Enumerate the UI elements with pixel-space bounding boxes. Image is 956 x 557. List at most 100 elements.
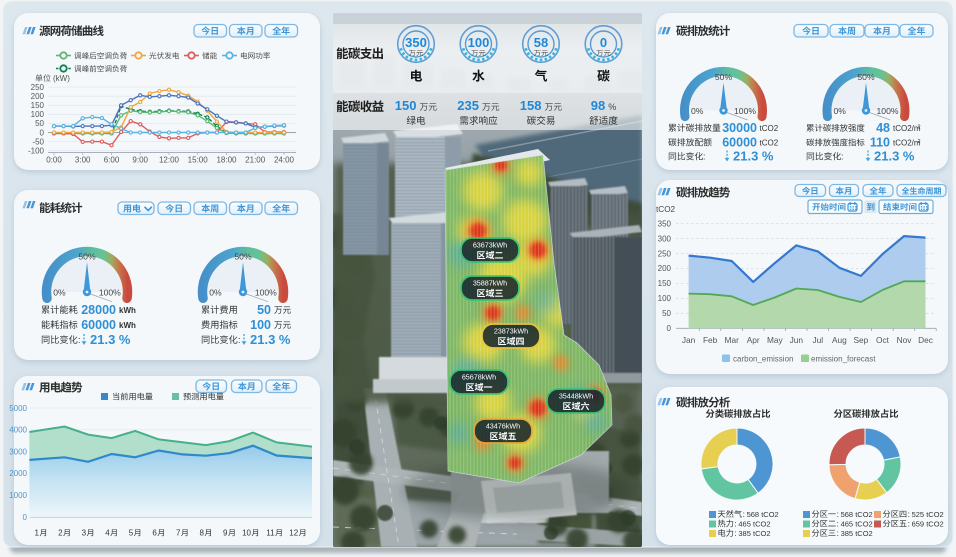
svg-text:tCO2: tCO2 [760,124,779,133]
svg-text:5000: 5000 [9,404,27,413]
svg-text:150: 150 [658,279,672,288]
svg-text::: : [743,510,745,519]
svg-text:11: 11 [266,529,275,538]
svg-text:1000: 1000 [9,491,27,500]
svg-text:Dec: Dec [918,335,933,345]
svg-text:0%: 0% [53,288,66,298]
svg-text:6: 6 [152,529,157,538]
svg-text:-50: -50 [32,137,44,146]
svg-text:58: 58 [534,35,548,50]
svg-text:Aug: Aug [832,335,847,345]
svg-text:250: 250 [658,249,672,258]
svg-text:60000: 60000 [722,136,757,150]
svg-text:9:00: 9:00 [132,156,148,165]
svg-text:3000: 3000 [9,447,27,456]
svg-text:150: 150 [395,98,417,113]
svg-text:100: 100 [468,35,490,50]
svg-text:300: 300 [658,234,672,243]
svg-text:-100: -100 [28,147,45,156]
svg-text:465 tCO2: 465 tCO2 [738,520,770,529]
svg-text:0%: 0% [834,106,847,116]
svg-text:0: 0 [23,513,28,522]
svg-text:100%: 100% [877,106,899,116]
svg-text:3: 3 [82,529,87,538]
svg-text:0%: 0% [691,106,704,116]
svg-text:50: 50 [662,309,671,318]
svg-text:63673kWh: 63673kWh [473,241,507,250]
svg-text::: : [703,152,705,162]
svg-text::: : [837,510,839,519]
svg-text:35448kWh: 35448kWh [559,392,593,401]
svg-text:9: 9 [223,529,228,538]
svg-text:385 tCO2: 385 tCO2 [738,529,770,538]
svg-text:43476kWh: 43476kWh [486,422,520,431]
svg-text:30000: 30000 [722,121,757,135]
svg-text:568 tCO2: 568 tCO2 [841,510,873,519]
svg-text:100%: 100% [734,106,756,116]
svg-text:350: 350 [405,35,427,50]
svg-text:2: 2 [918,125,921,131]
svg-text:1: 1 [35,529,40,538]
svg-text:350: 350 [658,219,672,228]
svg-text:4: 4 [105,529,110,538]
svg-text:150: 150 [31,101,45,110]
svg-text:12: 12 [289,529,298,538]
svg-text:50%: 50% [234,252,252,262]
svg-text:158: 158 [520,98,542,113]
svg-text:2: 2 [58,529,63,538]
svg-text:Sep: Sep [854,335,869,345]
svg-text:110: 110 [870,136,890,150]
svg-text:50%: 50% [857,72,875,82]
svg-text:385 tCO2: 385 tCO2 [841,529,873,538]
svg-text:21:00: 21:00 [245,156,266,165]
svg-text:60000: 60000 [81,318,116,332]
svg-text:50%: 50% [715,72,733,82]
svg-text:carbon_emission: carbon_emission [733,355,793,364]
svg-text:8: 8 [199,529,204,538]
svg-text:tCO2/m: tCO2/m [893,124,921,133]
svg-text:28000: 28000 [81,303,116,317]
svg-text:tCO2/m: tCO2/m [893,139,921,148]
svg-text:50: 50 [257,303,271,317]
svg-text:0: 0 [40,128,45,137]
svg-text:100: 100 [31,110,45,119]
svg-text:200: 200 [658,264,672,273]
svg-text:6:00: 6:00 [104,156,120,165]
svg-text::: : [734,520,736,529]
svg-text:10: 10 [242,529,251,538]
svg-text:21.3 %: 21.3 % [874,149,915,164]
svg-text::: : [734,529,736,538]
svg-text::: : [78,335,81,345]
svg-text:%: % [608,102,616,112]
svg-text::: : [837,520,839,529]
svg-text:100%: 100% [255,288,277,298]
svg-text:35887kWh: 35887kWh [473,279,507,288]
svg-text::: : [908,520,910,529]
svg-text:250: 250 [31,83,45,92]
svg-text:tCO2: tCO2 [760,139,779,148]
svg-text:465 tCO2: 465 tCO2 [841,520,873,529]
svg-text:21.3 %: 21.3 % [90,332,131,347]
svg-text:Jun: Jun [790,335,804,345]
svg-text:65678kWh: 65678kWh [462,373,496,382]
svg-text:50: 50 [35,119,44,128]
svg-text:Jul: Jul [812,335,823,345]
svg-text:Jan: Jan [682,335,696,345]
svg-text:kWh: kWh [119,321,136,330]
svg-text:kWh: kWh [119,306,136,315]
svg-text:0:00: 0:00 [46,156,62,165]
svg-text:98: 98 [591,98,605,113]
svg-text:24:00: 24:00 [274,156,295,165]
svg-text:100: 100 [658,294,672,303]
svg-text::: : [841,152,843,162]
svg-text:659 tCO2: 659 tCO2 [912,520,944,529]
svg-text:15:00: 15:00 [188,156,209,165]
svg-text:568 tCO2: 568 tCO2 [747,510,779,519]
svg-text:18:00: 18:00 [216,156,237,165]
svg-text:0%: 0% [209,288,222,298]
svg-text:Oct: Oct [876,335,890,345]
svg-text:525 tCO2: 525 tCO2 [912,510,944,519]
svg-text:23873kWh: 23873kWh [494,327,528,336]
svg-text:emission_forecast: emission_forecast [811,355,876,364]
svg-text:Feb: Feb [703,335,718,345]
